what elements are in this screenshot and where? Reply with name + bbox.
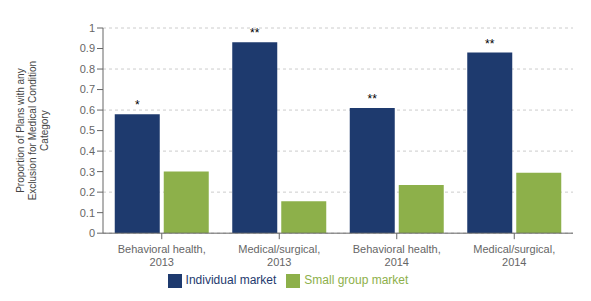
svg-text:0.9: 0.9 xyxy=(80,42,95,54)
svg-text:**: ** xyxy=(485,37,495,51)
svg-text:Proportion of Plans with anyEx: Proportion of Plans with anyExclusion fo… xyxy=(15,61,50,201)
html-text:Individual market: Individual market xyxy=(185,273,277,288)
svg-text:*: * xyxy=(135,98,140,112)
svg-text:0.4: 0.4 xyxy=(80,145,95,157)
svg-text:**: ** xyxy=(368,92,378,106)
svg-text:0.6: 0.6 xyxy=(80,104,95,116)
svg-text:1: 1 xyxy=(89,22,95,34)
svg-text:0.2: 0.2 xyxy=(80,186,95,198)
html-text:Small group market: Small group market xyxy=(304,273,409,288)
svg-text:**: ** xyxy=(250,26,260,40)
svg-text:Behavioral health,2014: Behavioral health,2014 xyxy=(353,243,441,268)
svg-text:0.5: 0.5 xyxy=(80,124,95,136)
svg-text:0.1: 0.1 xyxy=(80,207,95,219)
svg-text:Medical/surgical,2013: Medical/surgical,2013 xyxy=(238,243,320,268)
svg-text:0.7: 0.7 xyxy=(80,83,95,95)
svg-text:0.3: 0.3 xyxy=(80,166,95,178)
svg-text:0: 0 xyxy=(89,227,95,239)
svg-text:0.8: 0.8 xyxy=(80,63,95,75)
svg-text:Behavioral health,2013: Behavioral health,2013 xyxy=(118,243,206,268)
svg-text:Medical/surgical,2014: Medical/surgical,2014 xyxy=(473,243,555,268)
